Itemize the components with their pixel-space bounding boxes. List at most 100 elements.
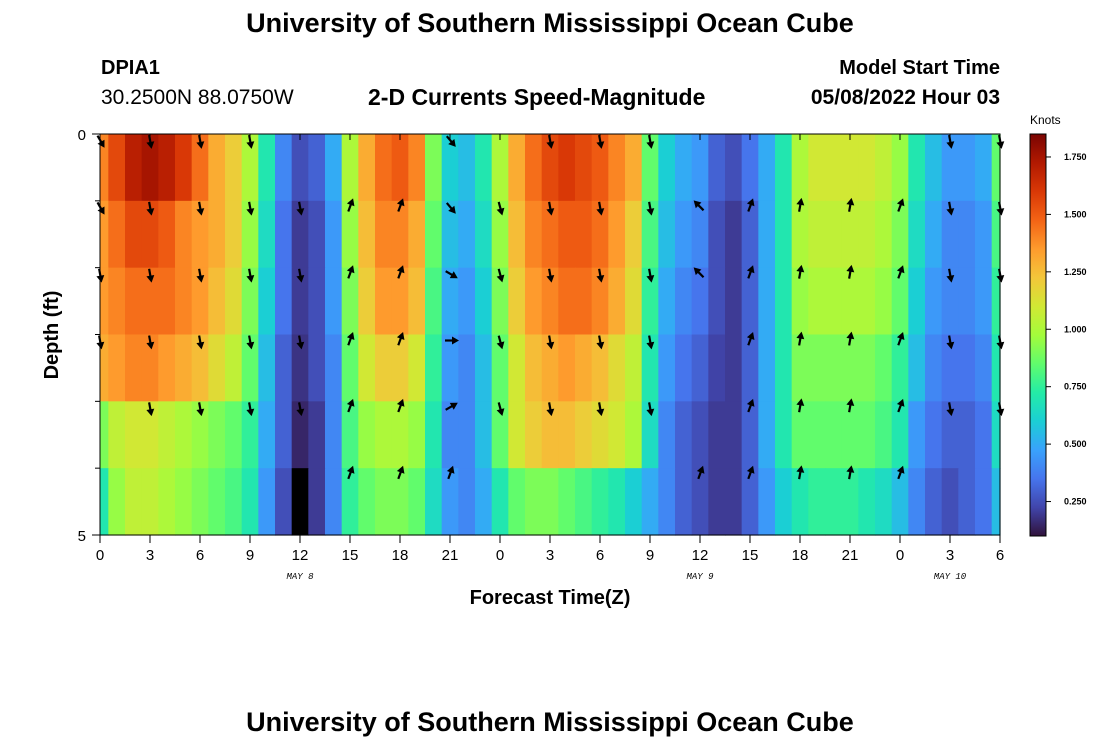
direction-arrow (996, 268, 1005, 283)
heatmap-cell (791, 267, 809, 336)
x-axis-title: Forecast Time(Z) (470, 587, 631, 609)
heatmap-cell (875, 468, 893, 536)
arrow-shaft (598, 201, 602, 210)
direction-arrow (445, 402, 458, 411)
direction-arrow (246, 335, 255, 350)
heatmap-cell (875, 267, 893, 336)
heatmap-cell (175, 134, 193, 202)
heatmap-cell (908, 134, 926, 202)
heatmap-cell (725, 134, 743, 202)
heatmap-cell (358, 200, 376, 269)
heatmap-cell (908, 267, 926, 336)
heatmap-cell (425, 134, 443, 202)
arrow-shaft (548, 201, 552, 210)
heatmap-cell (541, 401, 559, 469)
heatmap-cell (191, 200, 209, 269)
arrow-head (496, 408, 505, 416)
heatmap-cell (858, 134, 876, 202)
heatmap-cell (641, 134, 659, 202)
arrow-head (246, 274, 255, 283)
heatmap-cell (691, 267, 709, 336)
arrow-head (496, 274, 505, 283)
heatmap-cell (208, 200, 226, 269)
arrow-head (796, 264, 805, 273)
direction-arrow (296, 402, 305, 417)
direction-arrow (445, 336, 459, 345)
arrow-head (946, 341, 955, 350)
direction-arrow (496, 268, 505, 283)
direction-arrow (596, 402, 605, 417)
heatmap-cell (325, 267, 343, 336)
heatmap-cell (608, 468, 626, 536)
heatmap-cell (808, 134, 826, 202)
heatmap-cell (741, 401, 759, 469)
heatmap-cell (225, 267, 243, 336)
heatmap-cell (575, 468, 593, 536)
x-tick-label: 6 (596, 547, 604, 564)
heatmap-cell (675, 334, 693, 402)
arrow-shaft (497, 335, 502, 344)
heatmap-cell (808, 334, 826, 402)
arrow-head (146, 408, 155, 417)
x-tick-label: 6 (196, 547, 204, 564)
heatmap-cell (508, 200, 526, 269)
heatmap-cell (558, 200, 576, 269)
heatmap-cell (925, 267, 943, 336)
arrow-shaft (248, 268, 252, 277)
heatmap-cell (808, 200, 826, 269)
heatmap-cell (991, 200, 1001, 269)
arrow-shaft (998, 402, 1002, 411)
arrow-head (546, 408, 555, 417)
heatmap-cell (208, 334, 226, 402)
heatmap-cell (708, 267, 726, 336)
arrow-head (346, 198, 355, 207)
x-tick-label: 9 (646, 547, 654, 564)
heatmap-cell (525, 468, 543, 536)
direction-arrow (346, 398, 355, 413)
x-tick-label: 3 (946, 547, 954, 564)
heatmap-cell (841, 267, 859, 336)
arrow-shaft (798, 404, 802, 413)
heatmap-cell (525, 134, 543, 202)
heatmap-cell (108, 401, 126, 469)
heatmap-cell (841, 134, 859, 202)
heatmap-cell (475, 401, 493, 469)
heatmap-cell (275, 401, 293, 469)
heatmap-cell (175, 401, 193, 469)
heatmap-cell (375, 468, 393, 536)
heatmap-cell (941, 200, 959, 269)
heatmap-cell (625, 334, 643, 402)
heatmap-cell (408, 267, 426, 336)
x-tick-label: 18 (392, 547, 409, 564)
direction-arrow (346, 198, 355, 212)
arrow-shaft (998, 268, 1002, 277)
heatmap-cell (491, 267, 509, 336)
heatmap-cell (858, 401, 876, 469)
arrow-shaft (298, 268, 302, 277)
arrow-head (693, 200, 702, 209)
heatmap-cell (608, 134, 626, 202)
heatmap-cell (625, 134, 643, 202)
heatmap-cell (108, 468, 126, 536)
heatmap-cell (808, 401, 826, 469)
arrow-shaft (697, 471, 703, 480)
heatmap-cell (791, 200, 809, 269)
heatmap-cell (908, 200, 926, 269)
arrow-head (896, 465, 905, 474)
arrow-head (896, 398, 905, 407)
direction-arrow (446, 465, 455, 480)
heatmap-cell (125, 200, 143, 269)
heatmap-cell (858, 267, 876, 336)
heatmap-cell (108, 334, 126, 402)
arrow-shaft (397, 337, 403, 346)
colorbar: Knots 0.250 0.500 0.750 1.000 1.250 1.500 1.75… (1029, 113, 1087, 537)
arrow-shaft (747, 337, 753, 346)
direction-arrow (346, 465, 355, 480)
arrow-head (946, 141, 955, 149)
heatmap-cell (691, 334, 709, 402)
heatmap-cell (841, 334, 859, 402)
heatmap-cell (408, 401, 426, 469)
heatmap-cell (508, 401, 526, 469)
heatmap-cell (241, 468, 259, 536)
heatmap-cell (441, 134, 459, 202)
